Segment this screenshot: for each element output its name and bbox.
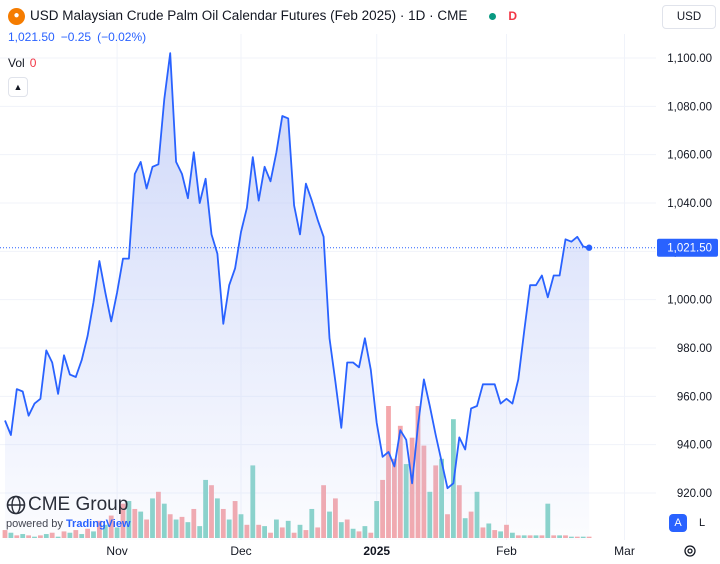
y-tick-label: 1,040.00 [667, 198, 712, 210]
chevron-up-icon[interactable]: ▲ [8, 77, 28, 97]
axes[interactable]: 920.00940.00960.00980.001,000.001,020.00… [106, 53, 718, 558]
delayed-badge[interactable]: D [508, 9, 518, 23]
change-percent: (−0.02%) [97, 30, 147, 44]
globe-icon [6, 495, 26, 515]
market-status-icon[interactable] [489, 12, 497, 20]
watermark-brand: CME Group [28, 494, 129, 515]
area-fill [5, 53, 590, 540]
last-price-label: 1,021.50 [667, 243, 712, 255]
symbol-title[interactable]: USD Malaysian Crude Palm Oil Calendar Fu… [30, 8, 468, 23]
auto-scale-button[interactable]: A [669, 514, 687, 532]
x-tick-label: Feb [496, 544, 517, 558]
price-line [0, 52, 656, 490]
currency-selector[interactable]: USD [662, 5, 716, 29]
volume-value: 0 [29, 56, 37, 70]
x-tick-label: 2025 [363, 544, 390, 558]
watermark-tradingview: TradingView [65, 518, 131, 530]
price-series-line [4, 52, 590, 490]
y-tick-label: 920.00 [677, 488, 712, 500]
watermark: CME Group powered by TradingView [6, 494, 131, 530]
chart-legend: ● USD Malaysian Crude Palm Oil Calendar … [8, 6, 517, 97]
y-tick-label: 1,000.00 [667, 295, 712, 307]
y-tick-label: 940.00 [677, 440, 712, 452]
watermark-powered: powered by [6, 518, 66, 530]
volume-label: Vol [8, 56, 25, 70]
y-tick-label: 1,100.00 [667, 53, 712, 65]
y-tick-label: 1,060.00 [667, 150, 712, 162]
change-value: −0.25 [60, 30, 92, 44]
x-tick-label: Nov [106, 544, 127, 558]
last-point [585, 244, 593, 251]
last-price-badge [657, 238, 718, 257]
close-value: 1,021.50 [8, 30, 55, 44]
y-tick-label: 980.00 [677, 343, 712, 355]
y-tick-label: 960.00 [677, 391, 712, 403]
y-tick-label: 1,080.00 [667, 101, 712, 113]
log-scale-button[interactable]: L [698, 517, 706, 529]
price-area [5, 53, 590, 540]
gear-icon[interactable] [683, 544, 697, 558]
oil-drop-icon: ● [8, 7, 25, 25]
x-tick-label: Dec [230, 544, 251, 558]
x-tick-label: Mar [614, 544, 635, 558]
